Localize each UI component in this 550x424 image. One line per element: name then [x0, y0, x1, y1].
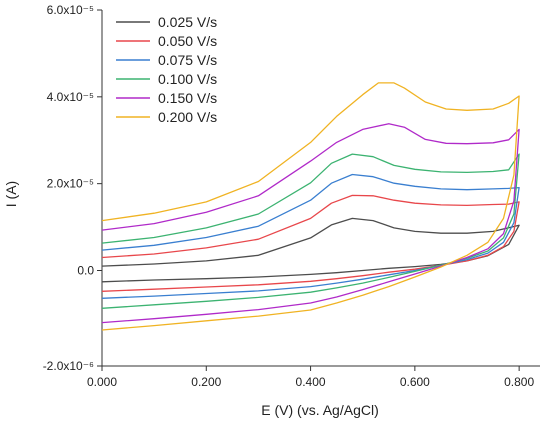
x-tick-label: 0.800	[504, 375, 534, 389]
y-tick-label: 6.0x10⁻⁵	[47, 3, 94, 17]
axes	[101, 10, 540, 367]
series-line	[101, 173, 520, 299]
x-tick-label: 0.400	[296, 375, 326, 389]
series-line	[101, 82, 520, 331]
x-axis-label: E (V) (vs. Ag/AgCl)	[261, 402, 378, 418]
legend-entry-label: 0.200 V/s	[158, 109, 217, 125]
x-tick-label: 0.000	[87, 375, 117, 389]
legend-entry-label: 0.025 V/s	[158, 14, 217, 30]
legend-entry-label: 0.150 V/s	[158, 90, 217, 106]
series-line	[101, 194, 520, 292]
series-lines	[101, 82, 520, 331]
legend-entry-label: 0.075 V/s	[158, 52, 217, 68]
x-tick-label: 0.600	[400, 375, 430, 389]
series-line	[101, 153, 520, 309]
series-line	[101, 217, 520, 283]
axis-ticks: 0.000 0.200 0.400 0.600 0.800 -2.0x10⁻⁶ 0.0 2.0…	[43, 3, 535, 389]
y-tick-label: 2.0x10⁻⁵	[47, 177, 94, 191]
legend: 0.025 V/s 0.050 V/s 0.075 V/s 0.100 V/s 0.15…	[116, 14, 217, 125]
legend-entry-label: 0.100 V/s	[158, 71, 217, 87]
x-tick-label: 0.200	[191, 375, 221, 389]
y-tick-label: 0.0	[77, 263, 94, 277]
y-tick-label: -2.0x10⁻⁶	[43, 359, 94, 373]
legend-entry-label: 0.050 V/s	[158, 33, 217, 49]
series-line	[101, 123, 520, 324]
y-tick-label: 4.0x10⁻⁵	[47, 90, 94, 104]
y-axis-label: I (A)	[3, 181, 19, 207]
